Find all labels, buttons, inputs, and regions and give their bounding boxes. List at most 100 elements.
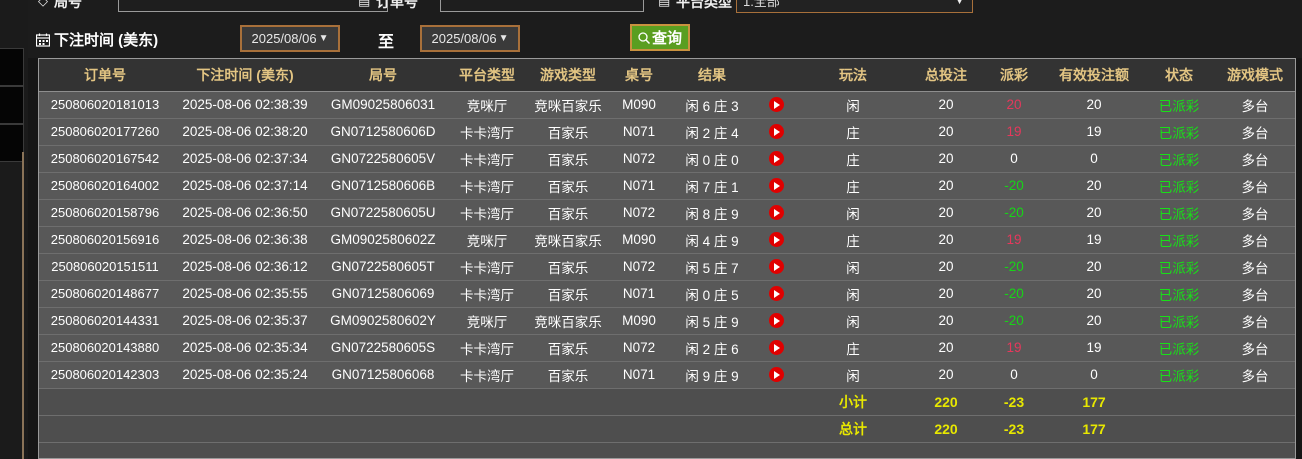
cell-total-bet: 20 — [909, 199, 983, 227]
cell-status: 已派彩 — [1143, 361, 1215, 389]
cell-bet-time: 2025-08-06 02:37:14 — [171, 172, 319, 200]
table-row[interactable]: 250806020144331 2025-08-06 02:35:37 GM0902… — [39, 307, 1295, 335]
table-row[interactable]: 250806020167542 2025-08-06 02:37:34 GN0722… — [39, 145, 1295, 173]
cell-payout: 0 — [983, 145, 1045, 173]
table-row[interactable]: 250806020158796 2025-08-06 02:36:50 GN0722… — [39, 199, 1295, 227]
th-status[interactable]: 状态 — [1143, 59, 1215, 92]
cell-table-no: M090 — [609, 307, 669, 335]
cell-valid-bet: 19 — [1045, 226, 1143, 254]
cell-order-no: 250806020151511 — [39, 253, 171, 281]
play-icon[interactable] — [768, 205, 784, 221]
cell-total-bet: 20 — [909, 361, 983, 389]
cell-total-bet: 20 — [909, 334, 983, 362]
th-platform-type[interactable]: 平台类型 — [447, 59, 527, 92]
cell-round-no: GM0902580602Y — [319, 307, 447, 335]
cell-play-style: 闲 — [797, 361, 909, 389]
cell-replay[interactable] — [755, 334, 797, 362]
cell-platform-type: 卡卡湾厅 — [447, 172, 527, 200]
play-icon[interactable] — [768, 124, 784, 140]
cell-result: 闲 5 庄 9 — [669, 307, 755, 335]
cell-round-no: GN0722580605V — [319, 145, 447, 173]
cell-payout: -20 — [983, 172, 1045, 200]
diamond-icon: ◇ — [38, 0, 48, 8]
date-from-picker[interactable]: 2025/08/06 ▼ — [240, 25, 340, 52]
play-icon[interactable] — [768, 178, 784, 194]
cell-status: 已派彩 — [1143, 334, 1215, 362]
table-row[interactable]: 250806020142303 2025-08-06 02:35:24 GN0712… — [39, 361, 1295, 389]
sidebar-block-2[interactable] — [0, 86, 24, 124]
cell-total-bet: 20 — [909, 145, 983, 173]
cell-replay[interactable] — [755, 307, 797, 335]
th-table-no[interactable]: 桌号 — [609, 59, 669, 92]
cell-status: 已派彩 — [1143, 172, 1215, 200]
play-icon[interactable] — [768, 367, 784, 383]
play-icon[interactable] — [768, 340, 784, 356]
sidebar-block-3[interactable] — [0, 124, 24, 162]
th-game-type[interactable]: 游戏类型 — [527, 59, 609, 92]
platform-type-label: 平台类型 — [676, 0, 732, 10]
cell-table-no: M090 — [609, 91, 669, 119]
th-payout[interactable]: 派彩 — [983, 59, 1045, 92]
cell-total-bet: 20 — [909, 172, 983, 200]
play-icon[interactable] — [768, 232, 784, 248]
table-row[interactable]: 250806020181013 2025-08-06 02:38:39 GM0902… — [39, 91, 1295, 119]
cell-result: 闲 4 庄 9 — [669, 226, 755, 254]
sidebar-block-1[interactable] — [0, 48, 24, 86]
platform-type-select[interactable]: 1.全部 ▼ — [736, 0, 973, 13]
cell-game-type: 竞咪百家乐 — [527, 226, 609, 254]
cell-order-no: 250806020181013 — [39, 91, 171, 119]
cell-replay[interactable] — [755, 280, 797, 308]
cell-play-style: 闲 — [797, 199, 909, 227]
cell-replay[interactable] — [755, 172, 797, 200]
play-icon[interactable] — [768, 259, 784, 275]
th-game-mode[interactable]: 游戏模式 — [1215, 59, 1295, 92]
total-payout: -23 — [983, 415, 1045, 443]
cell-replay[interactable] — [755, 361, 797, 389]
table-row[interactable]: 250806020148677 2025-08-06 02:35:55 GN0712… — [39, 280, 1295, 308]
cell-table-no: N071 — [609, 280, 669, 308]
th-valid-bet[interactable]: 有效投注额 — [1045, 59, 1143, 92]
cell-replay[interactable] — [755, 253, 797, 281]
cell-platform-type: 卡卡湾厅 — [447, 361, 527, 389]
table-row[interactable]: 250806020143880 2025-08-06 02:35:34 GN0722… — [39, 334, 1295, 362]
th-order-no[interactable]: 订单号 — [39, 59, 171, 92]
cell-replay[interactable] — [755, 145, 797, 173]
cell-replay[interactable] — [755, 226, 797, 254]
cell-result: 闲 0 庄 0 — [669, 145, 755, 173]
th-bet-time[interactable]: 下注时间 (美东) — [171, 59, 319, 92]
table-row[interactable]: 250806020151511 2025-08-06 02:36:12 GN0722… — [39, 253, 1295, 281]
th-play-style[interactable]: 玩法 — [797, 59, 909, 92]
table-row[interactable]: 250806020177260 2025-08-06 02:38:20 GN0712… — [39, 118, 1295, 146]
round-no-input[interactable] — [118, 0, 388, 12]
play-icon[interactable] — [768, 286, 784, 302]
list-icon-platform: ▤ — [658, 0, 671, 8]
total-valid-bet: 177 — [1045, 415, 1143, 443]
cell-bet-time: 2025-08-06 02:38:39 — [171, 91, 319, 119]
query-button-label: 查询 — [652, 30, 683, 47]
order-no-input[interactable] — [440, 0, 644, 12]
cell-replay[interactable] — [755, 199, 797, 227]
play-icon[interactable] — [768, 97, 784, 113]
th-result[interactable]: 结果 — [669, 59, 755, 92]
cell-game-mode: 多台 — [1215, 118, 1295, 146]
filter-row-date: 下注时间 (美东) 2025/08/06 ▼ 至 2025/08/06 ▼ 查询 — [28, 22, 1302, 58]
cell-table-no: N071 — [609, 118, 669, 146]
cell-payout: 19 — [983, 118, 1045, 146]
cell-game-mode: 多台 — [1215, 361, 1295, 389]
cell-replay[interactable] — [755, 91, 797, 119]
cell-play-style: 庄 — [797, 334, 909, 362]
th-round-no[interactable]: 局号 — [319, 59, 447, 92]
play-icon[interactable] — [768, 151, 784, 167]
play-icon[interactable] — [768, 313, 784, 329]
left-sidebar-strip — [0, 0, 28, 459]
table-row[interactable]: 250806020156916 2025-08-06 02:36:38 GM0902… — [39, 226, 1295, 254]
cell-replay[interactable] — [755, 118, 797, 146]
cell-play-style: 庄 — [797, 226, 909, 254]
query-button[interactable]: 查询 — [630, 24, 691, 51]
date-to-picker[interactable]: 2025/08/06 ▼ — [420, 25, 520, 52]
chevron-down-icon-to: ▼ — [498, 33, 509, 44]
table-row[interactable]: 250806020164002 2025-08-06 02:37:14 GN0712… — [39, 172, 1295, 200]
total-bet: 220 — [909, 388, 983, 416]
th-total-bet[interactable]: 总投注 — [909, 59, 983, 92]
